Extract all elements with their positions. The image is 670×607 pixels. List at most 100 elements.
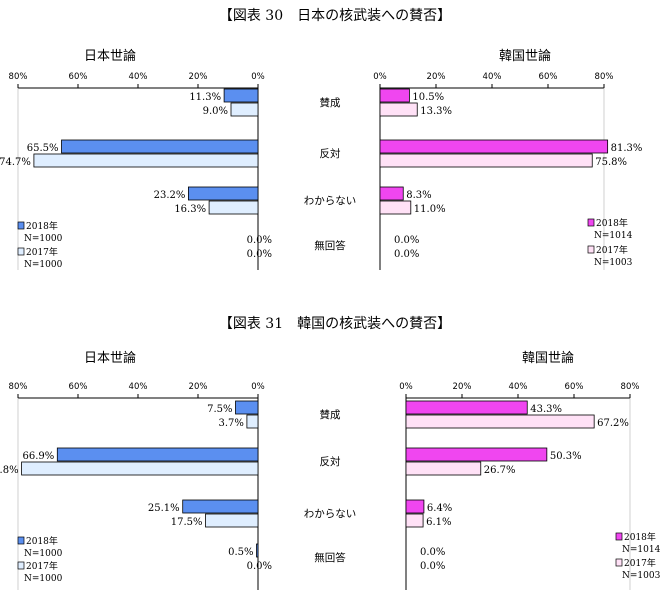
- bar: [230, 102, 259, 117]
- data-label: 17.5%: [171, 517, 203, 528]
- category-label: 反対: [320, 455, 341, 468]
- category-label: わからない: [304, 508, 357, 520]
- x-tick-label: 0%: [251, 72, 265, 82]
- legend-swatch: [17, 247, 25, 256]
- bar: [235, 400, 259, 415]
- legend-swatch: [17, 561, 25, 570]
- category-label: 反対: [320, 147, 341, 160]
- legend-n-label: N=1000: [24, 549, 63, 559]
- data-label: 43.3%: [530, 404, 562, 415]
- data-label: 0.0%: [247, 235, 272, 246]
- bar: [208, 200, 259, 215]
- legend-label: 2017年: [26, 560, 58, 572]
- bar: [182, 499, 259, 514]
- legend-n-label: N=1000: [24, 574, 63, 584]
- bar: [21, 461, 259, 476]
- category-label: わからない: [304, 195, 357, 207]
- x-tick-label: 80%: [621, 382, 640, 392]
- data-label: 0.0%: [420, 547, 445, 558]
- bar: [405, 499, 425, 514]
- x-tick-label: 40%: [129, 382, 148, 392]
- bar: [405, 461, 482, 476]
- bar: [379, 139, 609, 154]
- legend-label: 2017年: [596, 244, 628, 256]
- legend-swatch: [615, 532, 623, 541]
- data-label: 0.0%: [394, 235, 419, 246]
- legend-n-label: N=1003: [622, 571, 661, 581]
- category-label: 無回答: [314, 239, 346, 252]
- data-label: 8.3%: [406, 190, 431, 201]
- x-tick-label: 80%: [9, 382, 28, 392]
- legend-n-label: N=1000: [24, 234, 63, 244]
- x-tick-label: 60%: [565, 382, 584, 392]
- x-tick-label: 80%: [595, 72, 614, 82]
- data-label: 26.7%: [484, 465, 516, 476]
- data-label: 0.5%: [228, 547, 253, 558]
- bar: [405, 447, 548, 462]
- legend-swatch: [17, 536, 25, 545]
- legend-label: 2018年: [26, 220, 58, 232]
- legend-label: 2018年: [624, 531, 656, 543]
- bar: [379, 186, 404, 201]
- bar: [405, 414, 595, 429]
- x-tick-label: 0%: [373, 72, 387, 82]
- bar: [379, 102, 418, 117]
- x-tick-label: 80%: [9, 72, 28, 82]
- legend-label: 2017年: [624, 557, 656, 569]
- x-tick-label: 20%: [189, 72, 208, 82]
- data-label: 65.5%: [27, 143, 59, 154]
- legend-swatch: [17, 221, 25, 230]
- legend-swatch: [587, 218, 595, 227]
- data-label: 16.3%: [174, 204, 206, 215]
- figure-title: 【図表 30 日本の核武装への賛否】: [219, 8, 451, 24]
- data-label: 11.0%: [414, 204, 446, 215]
- data-label: 0.0%: [247, 561, 272, 572]
- data-label: 0.0%: [247, 249, 272, 260]
- bar: [246, 414, 259, 429]
- legend-swatch: [615, 558, 623, 567]
- x-tick-label: 20%: [427, 72, 446, 82]
- legend-n-label: N=1003: [594, 258, 633, 268]
- legend-n-label: N=1014: [594, 231, 633, 241]
- category-label: 賛成: [320, 408, 341, 421]
- bar: [405, 400, 528, 415]
- data-label: 50.3%: [550, 451, 582, 462]
- figure-title: 【図表 31 韓国の核武装への賛否】: [219, 316, 451, 332]
- data-label: 6.1%: [426, 517, 451, 528]
- bar: [405, 513, 424, 528]
- data-label: 3.7%: [218, 418, 243, 429]
- data-label: 75.8%: [595, 157, 627, 168]
- bar: [33, 153, 259, 168]
- panel-title: 日本世論: [84, 48, 136, 64]
- x-tick-label: 60%: [69, 72, 88, 82]
- category-label: 無回答: [314, 551, 346, 564]
- legend-n-label: N=1000: [24, 260, 63, 270]
- x-tick-label: 40%: [483, 72, 502, 82]
- x-tick-label: 60%: [539, 72, 558, 82]
- bar: [379, 200, 412, 215]
- bar: [223, 88, 259, 103]
- data-label: 74.7%: [0, 157, 31, 168]
- x-tick-label: 0%: [251, 382, 265, 392]
- data-label: 6.4%: [427, 503, 452, 514]
- data-label: 25.1%: [148, 503, 180, 514]
- legend-label: 2017年: [26, 246, 58, 258]
- data-label: 81.3%: [611, 143, 643, 154]
- data-label: 78.8%: [0, 465, 19, 476]
- bar: [56, 447, 259, 462]
- bar: [379, 153, 593, 168]
- bar: [256, 543, 259, 558]
- data-label: 7.5%: [207, 404, 232, 415]
- x-tick-label: 40%: [129, 72, 148, 82]
- data-label: 66.9%: [23, 451, 55, 462]
- data-label: 23.2%: [154, 190, 186, 201]
- data-label: 10.5%: [412, 92, 444, 103]
- data-label: 0.0%: [394, 249, 419, 260]
- bar: [379, 88, 410, 103]
- x-tick-label: 0%: [399, 382, 413, 392]
- data-label: 67.2%: [597, 418, 629, 429]
- x-tick-label: 40%: [509, 382, 528, 392]
- x-tick-label: 60%: [69, 382, 88, 392]
